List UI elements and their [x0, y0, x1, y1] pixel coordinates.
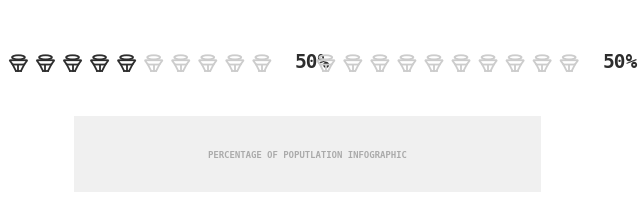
Text: PERCENTAGE OF POPUTLATION INFOGRAPHIC: PERCENTAGE OF POPUTLATION INFOGRAPHIC	[208, 152, 407, 160]
FancyBboxPatch shape	[74, 116, 541, 192]
Text: 50%: 50%	[295, 53, 330, 72]
Text: 50%: 50%	[602, 53, 637, 72]
